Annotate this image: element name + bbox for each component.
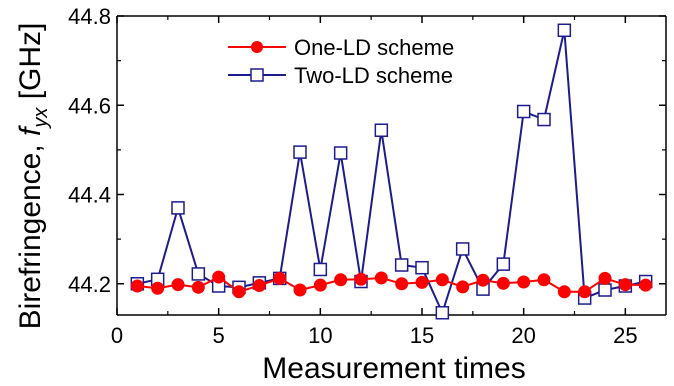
ticks: 0 5 10 15 20 25 44.2 44.4 44.6 44.8	[68, 4, 666, 348]
data-point	[395, 277, 409, 291]
x-tick-label: 0	[111, 323, 123, 348]
legend-marker	[250, 68, 264, 82]
data-point	[354, 272, 368, 286]
data-point	[415, 275, 429, 289]
data-point	[293, 145, 307, 159]
data-point	[151, 281, 165, 295]
data-point	[496, 276, 510, 290]
y-axis-title-prefix: Birefringence,	[14, 136, 47, 329]
data-point	[394, 258, 409, 272]
data-point	[516, 104, 531, 119]
data-point	[212, 270, 226, 284]
series-one-ld	[130, 270, 653, 299]
y-axis-title: Birefringence, fyx [GHz]	[14, 23, 52, 330]
data-point	[618, 278, 632, 292]
y-axis-title-unit: [GHz]	[14, 23, 47, 108]
data-point	[557, 23, 572, 38]
data-point	[476, 273, 490, 287]
data-point	[598, 283, 612, 297]
legend-label: Two-LD scheme	[294, 63, 453, 88]
data-point	[455, 242, 470, 256]
data-point	[374, 123, 389, 137]
data-point	[435, 273, 449, 287]
x-tick-label: 5	[213, 323, 225, 348]
data-point	[130, 279, 144, 293]
data-point	[252, 279, 266, 293]
series-layer	[130, 23, 653, 320]
data-point	[293, 283, 307, 297]
data-point	[313, 262, 328, 277]
data-point	[557, 285, 571, 299]
data-point	[374, 271, 388, 285]
y-tick-label: 44.2	[68, 272, 111, 297]
y-axis-title-sub: yx	[30, 107, 52, 130]
legend: One-LD scheme Two-LD scheme	[228, 35, 454, 88]
data-point	[171, 201, 185, 215]
data-point	[456, 280, 470, 294]
data-point	[496, 257, 511, 271]
data-point	[273, 271, 287, 285]
legend-marker	[251, 41, 263, 53]
data-point	[232, 285, 246, 299]
x-tick-label: 25	[613, 323, 637, 348]
data-point	[578, 285, 592, 299]
data-point	[191, 280, 205, 294]
data-point	[415, 260, 429, 275]
data-point	[191, 267, 206, 281]
data-point	[435, 306, 450, 320]
data-point	[598, 271, 612, 285]
data-point	[171, 278, 185, 292]
x-tick-label: 20	[511, 323, 535, 348]
y-tick-label: 44.6	[68, 93, 111, 118]
x-axis-title: Measurement times	[262, 352, 525, 385]
x-tick-label: 10	[308, 323, 332, 348]
data-point	[517, 275, 531, 289]
data-point	[537, 273, 551, 287]
y-tick-label: 44.4	[68, 183, 111, 208]
y-tick-label: 44.8	[68, 4, 111, 29]
data-point	[639, 278, 653, 292]
legend-label: One-LD scheme	[294, 35, 454, 60]
data-point	[313, 278, 327, 292]
y-axis-title-var: f	[14, 125, 47, 136]
legend-item-one-ld: One-LD scheme	[228, 35, 454, 60]
x-tick-label: 15	[410, 323, 434, 348]
data-point	[333, 146, 348, 160]
data-point	[334, 273, 348, 287]
legend-item-two-ld: Two-LD scheme	[228, 63, 453, 88]
data-point	[537, 112, 551, 127]
